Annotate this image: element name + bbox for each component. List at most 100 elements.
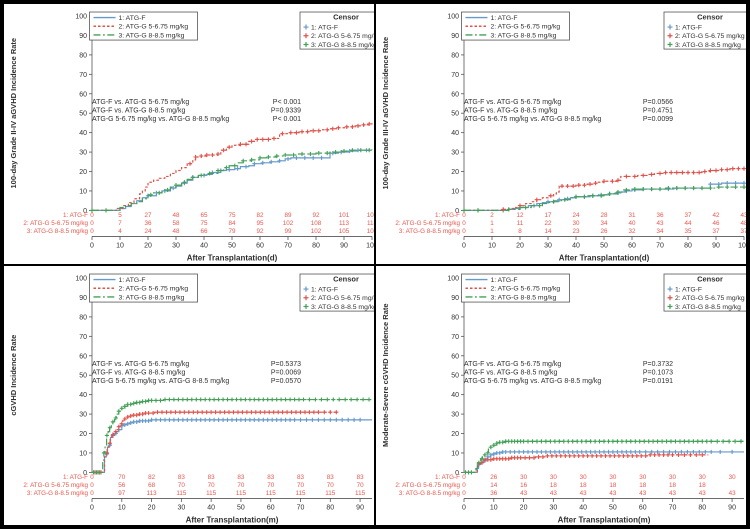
at-risk-value: 7 xyxy=(118,220,122,227)
y-tick-label: 0 xyxy=(83,208,87,215)
at-risk-value: 92 xyxy=(256,228,263,235)
x-axis: 0 10 20 30 40 50 60 70 80 90 100 After Transplantat… xyxy=(462,235,746,262)
y-tick-label: 40 xyxy=(451,392,459,399)
at-risk-row-label: 1: ATG-F xyxy=(63,212,88,219)
x-tick-label: 60 xyxy=(628,242,636,249)
at-risk-value: 17 xyxy=(544,212,551,219)
at-risk-value: 18 xyxy=(550,481,557,488)
legend-label: 1: ATG-F xyxy=(119,276,146,283)
incidence-curve xyxy=(464,440,744,473)
at-risk-value: 4 xyxy=(118,228,122,235)
at-risk-value: 43 xyxy=(740,212,746,219)
at-risk-value: 83 xyxy=(237,473,244,480)
at-risk-value: 70 xyxy=(267,481,274,488)
p-value: P=0.3732 xyxy=(643,361,673,368)
series-legend: 1: ATG-F 2: ATG-G 5-6.75 mg/kg3: ATG-G 8-… xyxy=(461,11,570,41)
y-tick-label: 80 xyxy=(451,314,459,321)
at-risk-value: 16 xyxy=(520,481,527,488)
censor-legend-label: 2: ATG-G 5-6.75 mg/kg xyxy=(311,33,374,40)
at-risk-table: 1: ATG-F 0 70 82 83 83 83 83 83 83 832: ATG-G 5-6.… xyxy=(23,473,365,496)
censor-plus-icon xyxy=(303,294,309,300)
at-risk-row-label: 3: ATG-G 8-8.5 mg/kg xyxy=(27,228,89,235)
censor-legend-label: 1: ATG-F xyxy=(675,24,702,31)
censor-legend-label: 3: ATG-G 8-8.5 mg/kg xyxy=(311,42,374,49)
series-3-atg-g-8-8-5-mg-kg xyxy=(461,184,746,213)
at-risk-value: 30 xyxy=(609,473,616,480)
at-risk-value: 101 xyxy=(339,212,350,219)
censor-marks xyxy=(89,148,372,213)
x-tick-label: 40 xyxy=(572,242,580,249)
at-risk-row-label: 1: ATG-F xyxy=(435,473,460,480)
at-risk-value: 115 xyxy=(176,489,187,496)
comparison-label: ATG-G 5-6.75 mg/kg vs. ATG-G 8-8.5 mg/kg xyxy=(92,378,229,385)
x-axis-title: After Transplantation(d) xyxy=(559,253,650,262)
y-tick-label: 20 xyxy=(79,169,87,176)
comparison-label: ATG-F vs. ATG-G 5-6.75 mg/kg xyxy=(92,361,189,368)
y-tick-label: 100 xyxy=(447,14,459,21)
x-tick-label: 40 xyxy=(579,504,587,511)
x-tick-label: 80 xyxy=(326,504,334,511)
censor-legend-label: 1: ATG-F xyxy=(675,286,702,293)
p-value: P=0.1073 xyxy=(643,369,673,376)
at-risk-value: 43 xyxy=(550,489,557,496)
at-risk-value: 0 xyxy=(90,473,94,480)
y-tick-label: 80 xyxy=(79,52,87,59)
y-tick-label: 90 xyxy=(79,33,87,40)
at-risk-value: 37 xyxy=(712,228,719,235)
at-risk-row-label: 2: ATG-G 5-6.75 mg/kg xyxy=(23,481,88,488)
censor-legend-label: 3: ATG-G 8-8.5 mg/kg xyxy=(675,303,741,310)
y-tick-label: 20 xyxy=(451,431,459,438)
p-value: P=0.5373 xyxy=(271,361,301,368)
at-risk-value: 118 xyxy=(367,220,374,227)
censor-legend-label: 3: ATG-G 8-8.5 mg/kg xyxy=(675,42,741,49)
y-tick-label: 60 xyxy=(451,91,459,98)
at-risk-value: 44 xyxy=(684,220,691,227)
incidence-curve xyxy=(464,168,744,211)
comparison-label: ATG-G 5-6.75 mg/kg vs. ATG-G 8-8.5 mg/kg xyxy=(464,378,601,385)
incidence-curve xyxy=(464,186,744,211)
series-legend: 1: ATG-F 2: ATG-G 5-6.75 mg/kg3: ATG-G 8-… xyxy=(89,11,198,41)
x-tick-label: 60 xyxy=(267,504,275,511)
censor-legend-label: 1: ATG-F xyxy=(311,24,338,31)
at-risk-value: 95 xyxy=(256,220,263,227)
series-3-atg-g-8-8-5-mg-kg xyxy=(91,396,372,475)
y-tick-label: 60 xyxy=(79,91,87,98)
at-risk-value: 14 xyxy=(544,228,551,235)
censor-plus-icon xyxy=(667,24,673,30)
censor-legend-title: Censor xyxy=(333,274,359,283)
at-risk-row-label: 1: ATG-F xyxy=(63,473,88,480)
at-risk-value: 70 xyxy=(327,481,334,488)
y-tick-label: 50 xyxy=(451,111,459,118)
y-tick-label: 70 xyxy=(451,72,459,79)
x-tick-label: 100 xyxy=(738,242,746,249)
censor-plus-icon xyxy=(303,303,309,309)
x-tick-label: 30 xyxy=(177,504,185,511)
at-risk-value: 0 xyxy=(90,489,94,496)
censor-legend: Censor 1: ATG-F 2: ATG-G 5-6.75 mg/kg 3: AT… xyxy=(299,11,374,50)
at-risk-value: 70 xyxy=(237,481,244,488)
y-tick-label: 50 xyxy=(451,372,459,379)
p-value: P=0.4751 xyxy=(643,108,673,115)
at-risk-value: 30 xyxy=(520,473,527,480)
at-risk-value: 115 xyxy=(295,489,306,496)
at-risk-value: 30 xyxy=(669,473,676,480)
censor-legend-label: 2: ATG-G 5-6.75 mg/kg xyxy=(675,295,745,302)
comparison-label: ATG-F vs. ATG-G 5-6.75 mg/kg xyxy=(464,99,561,106)
at-risk-value: 0 xyxy=(90,212,94,219)
at-risk-value: 83 xyxy=(208,473,215,480)
legend-label: 2: ATG-G 5-6.75 mg/kg xyxy=(491,24,561,31)
p-value: P=0.0069 xyxy=(271,369,301,376)
censor-plus-icon xyxy=(303,24,309,30)
censor-box xyxy=(299,273,374,311)
comparison-label: ATG-G 5-6.75 mg/kg vs. ATG-G 8-8.5 mg/kg xyxy=(92,116,229,123)
at-risk-value: 11 xyxy=(517,220,524,227)
at-risk-value: 18 xyxy=(639,481,646,488)
x-tick-label: 0 xyxy=(462,242,466,249)
at-risk-value: 83 xyxy=(357,473,364,480)
x-tick-label: 60 xyxy=(256,242,264,249)
at-risk-value: 31 xyxy=(628,212,635,219)
x-tick-label: 100 xyxy=(366,242,374,249)
